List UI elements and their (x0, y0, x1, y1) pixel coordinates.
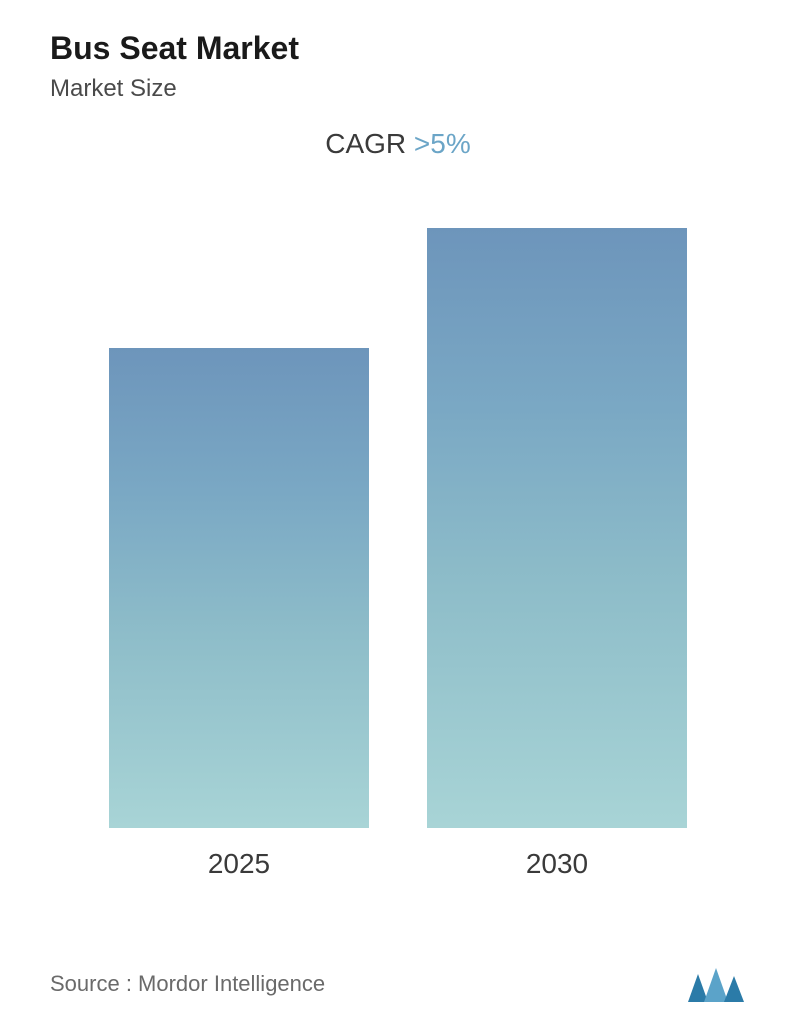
footer: Source : Mordor Intelligence (50, 964, 746, 1004)
logo-icon (686, 964, 746, 1004)
bar-group-2030: 2030 (427, 228, 687, 880)
source-text: Source : Mordor Intelligence (50, 971, 325, 997)
cagr-value: >5% (414, 128, 471, 159)
page-title: Bus Seat Market (50, 30, 746, 67)
page-subtitle: Market Size (50, 75, 746, 103)
cagr-label: CAGR (325, 128, 414, 159)
bar-2025 (109, 348, 369, 828)
bar-label-2025: 2025 (208, 848, 270, 880)
cagr-indicator: CAGR >5% (50, 128, 746, 160)
bar-group-2025: 2025 (109, 348, 369, 880)
bar-2030 (427, 228, 687, 828)
bar-label-2030: 2030 (526, 848, 588, 880)
bar-chart: 2025 2030 (50, 240, 746, 880)
